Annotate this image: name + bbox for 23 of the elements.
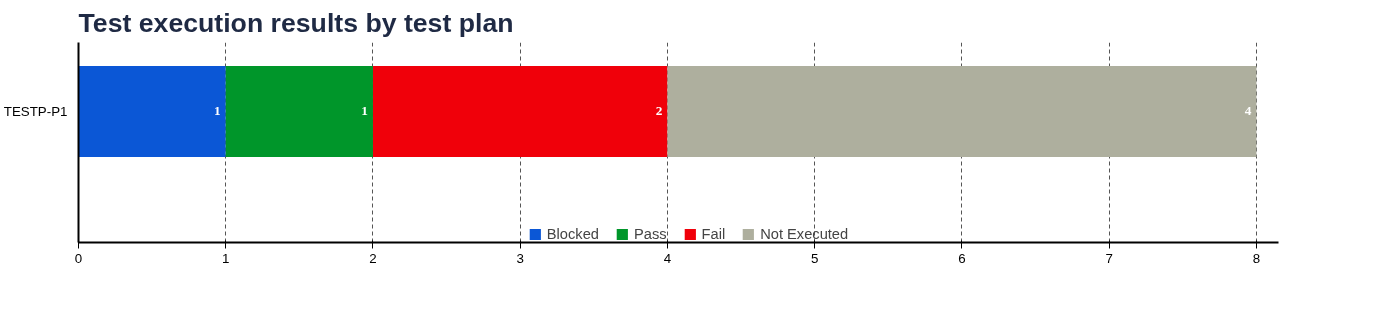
x-tick-label: 3	[516, 250, 524, 266]
data-label: 1	[361, 103, 368, 119]
bar	[225, 65, 373, 157]
legend-label: Pass	[633, 226, 667, 242]
bar	[372, 65, 668, 157]
x-tick-label: 2	[369, 250, 377, 266]
x-tick-label: 6	[958, 250, 966, 266]
y-tick-label: TESTP-P1	[3, 103, 68, 119]
legend-label: Not Executed	[760, 226, 849, 242]
x-tick-label: 8	[1252, 250, 1261, 266]
chart-title: Test execution results by test plan	[78, 7, 514, 38]
legend-label: Fail	[701, 226, 726, 242]
legend-label: Blocked	[546, 226, 599, 242]
x-tick-label: 1	[222, 250, 230, 266]
data-label: 2	[655, 103, 663, 119]
x-tick-label: 5	[810, 250, 819, 266]
bar	[78, 65, 226, 157]
x-tick-label: 7	[1105, 250, 1113, 266]
x-tick-label: 0	[74, 250, 83, 266]
data-label: 4	[1244, 103, 1252, 119]
bar	[667, 65, 1257, 157]
x-tick-label: 4	[663, 250, 672, 266]
data-label: 1	[214, 103, 221, 119]
